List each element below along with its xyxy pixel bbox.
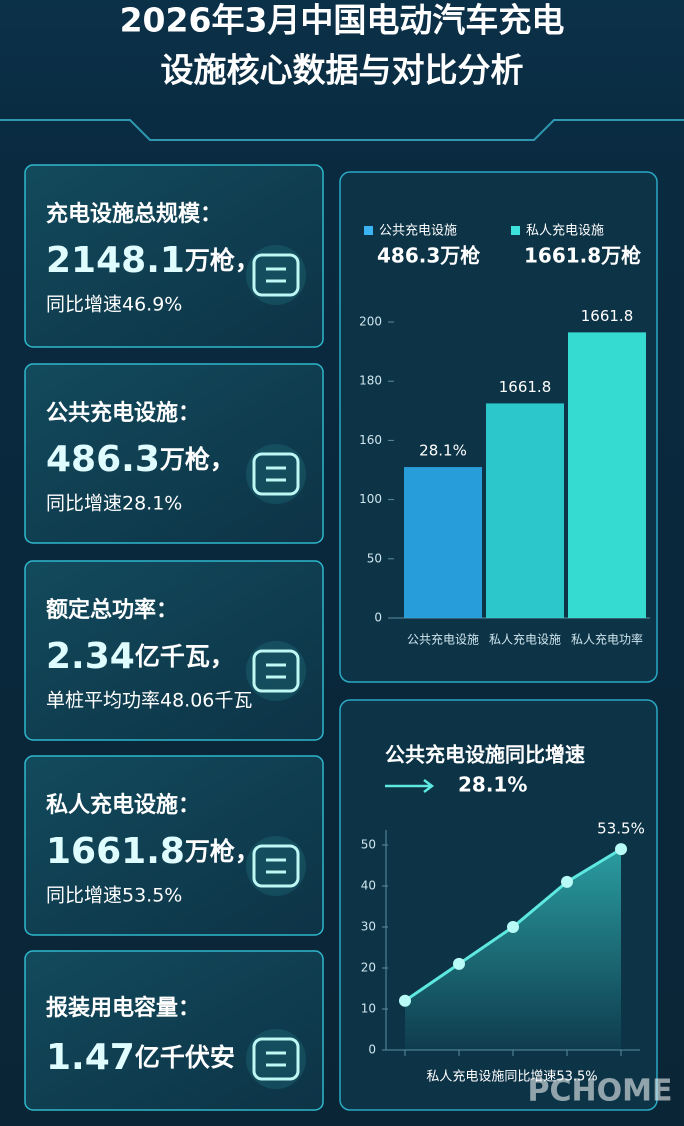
y-tick-label: 10 xyxy=(361,1002,376,1016)
y-tick-label: 50 xyxy=(367,551,382,565)
y-tick-label: 160 xyxy=(359,433,382,447)
line-title: 公共充电设施同比增速 xyxy=(385,743,585,767)
icon xyxy=(252,1037,300,1081)
watermark: PCHOME xyxy=(528,1074,673,1109)
y-tick-label: 50 xyxy=(361,838,376,852)
card-note: 同比增速53.5% xyxy=(46,885,182,907)
y-tick-label: 30 xyxy=(361,920,376,934)
card-value-line: 1661.8万枪， xyxy=(46,831,260,872)
icon-glow xyxy=(246,444,306,504)
bar-annotation: 1661.8 xyxy=(581,307,634,325)
bar xyxy=(404,467,482,618)
y-tick-label: 200 xyxy=(359,315,382,329)
icon xyxy=(252,649,300,693)
point xyxy=(399,994,411,1007)
icon xyxy=(252,452,300,496)
card-value-line: 1.47亿千伏安 xyxy=(46,1037,235,1078)
card-value: 2148.1 xyxy=(46,240,185,281)
card-value: 1.47 xyxy=(46,1037,135,1078)
card-value-line: 2148.1万枪， xyxy=(46,240,260,281)
card-label: 私人充电设施： xyxy=(46,792,200,818)
icon-glow xyxy=(246,641,306,701)
header-frame xyxy=(0,119,684,141)
x-tick-label: 公共充电设施 xyxy=(407,632,479,647)
y-tick-label: 0 xyxy=(374,611,382,625)
card-note: 同比增速46.9% xyxy=(46,294,182,316)
card-unit: 万枪， xyxy=(160,445,235,474)
card-unit: 亿千瓦， xyxy=(135,642,235,671)
card-note: 单桩平均功率48.06千瓦 xyxy=(46,690,252,712)
y-tick-label: 0 xyxy=(368,1043,376,1057)
card-label: 报装用电容量： xyxy=(46,995,200,1021)
card xyxy=(24,950,324,1111)
bar xyxy=(568,332,646,618)
icon xyxy=(266,466,286,482)
point xyxy=(507,921,519,933)
x-tick-label: 私人充电设施 xyxy=(489,632,561,647)
card-label: 公共充电设施： xyxy=(46,400,200,426)
bar-annotation: 1661.8 xyxy=(499,378,552,396)
card xyxy=(24,363,324,544)
bar-annotation: 28.1% xyxy=(419,442,467,460)
card-value-line: 486.3万枪， xyxy=(46,439,235,480)
card-label: 充电设施总规模： xyxy=(46,201,222,227)
y-tick-label: 100 xyxy=(359,492,382,506)
card-unit: 万枪， xyxy=(185,837,260,866)
icon xyxy=(266,663,286,679)
title-line: 设施核心数据与对比分析 xyxy=(161,51,524,90)
line-annotation: 53.5% xyxy=(597,820,645,838)
card-note: 同比增速28.1% xyxy=(46,493,182,515)
title-line: 2026年3月中国电动汽车充电 xyxy=(120,1,565,40)
card-unit: 亿千伏安 xyxy=(135,1043,235,1072)
card-unit: 万枪， xyxy=(185,246,260,275)
y-tick-label: 20 xyxy=(361,961,376,975)
icon xyxy=(266,267,286,283)
bar xyxy=(486,403,564,618)
icon-glow xyxy=(246,836,306,896)
icon xyxy=(252,253,300,297)
point xyxy=(615,843,627,856)
point xyxy=(453,957,465,970)
card-value-line: 2.34亿千瓦， xyxy=(46,636,235,677)
arrow xyxy=(385,779,435,793)
card xyxy=(24,164,324,348)
card-value: 2.34 xyxy=(46,636,135,677)
line-subtitle: 28.1% xyxy=(458,773,527,797)
icon xyxy=(266,1051,286,1067)
legend-value: 486.3万枪 xyxy=(377,244,480,268)
y-tick-label: 180 xyxy=(359,374,382,388)
legend-name: 公共充电设施 xyxy=(379,223,457,239)
card xyxy=(24,755,324,936)
x-tick-label: 私人充电功率 xyxy=(571,632,643,647)
point xyxy=(561,875,573,888)
legend-swatch xyxy=(364,226,373,235)
card-value: 486.3 xyxy=(46,439,160,480)
icon-glow xyxy=(246,1029,306,1089)
y-tick-label: 40 xyxy=(361,879,376,893)
card-label: 额定总功率： xyxy=(46,597,178,623)
icon xyxy=(266,858,286,874)
legend-swatch xyxy=(511,226,520,235)
card xyxy=(24,560,324,741)
legend-value: 1661.8万枪 xyxy=(524,244,641,268)
line-area xyxy=(405,849,621,1050)
card-value: 1661.8 xyxy=(46,831,185,872)
icon-glow xyxy=(246,245,306,305)
legend-name: 私人充电设施 xyxy=(526,223,604,239)
icon xyxy=(252,844,300,888)
x-axis-label: 私人充电设施同比增速53.5% xyxy=(426,1069,597,1085)
